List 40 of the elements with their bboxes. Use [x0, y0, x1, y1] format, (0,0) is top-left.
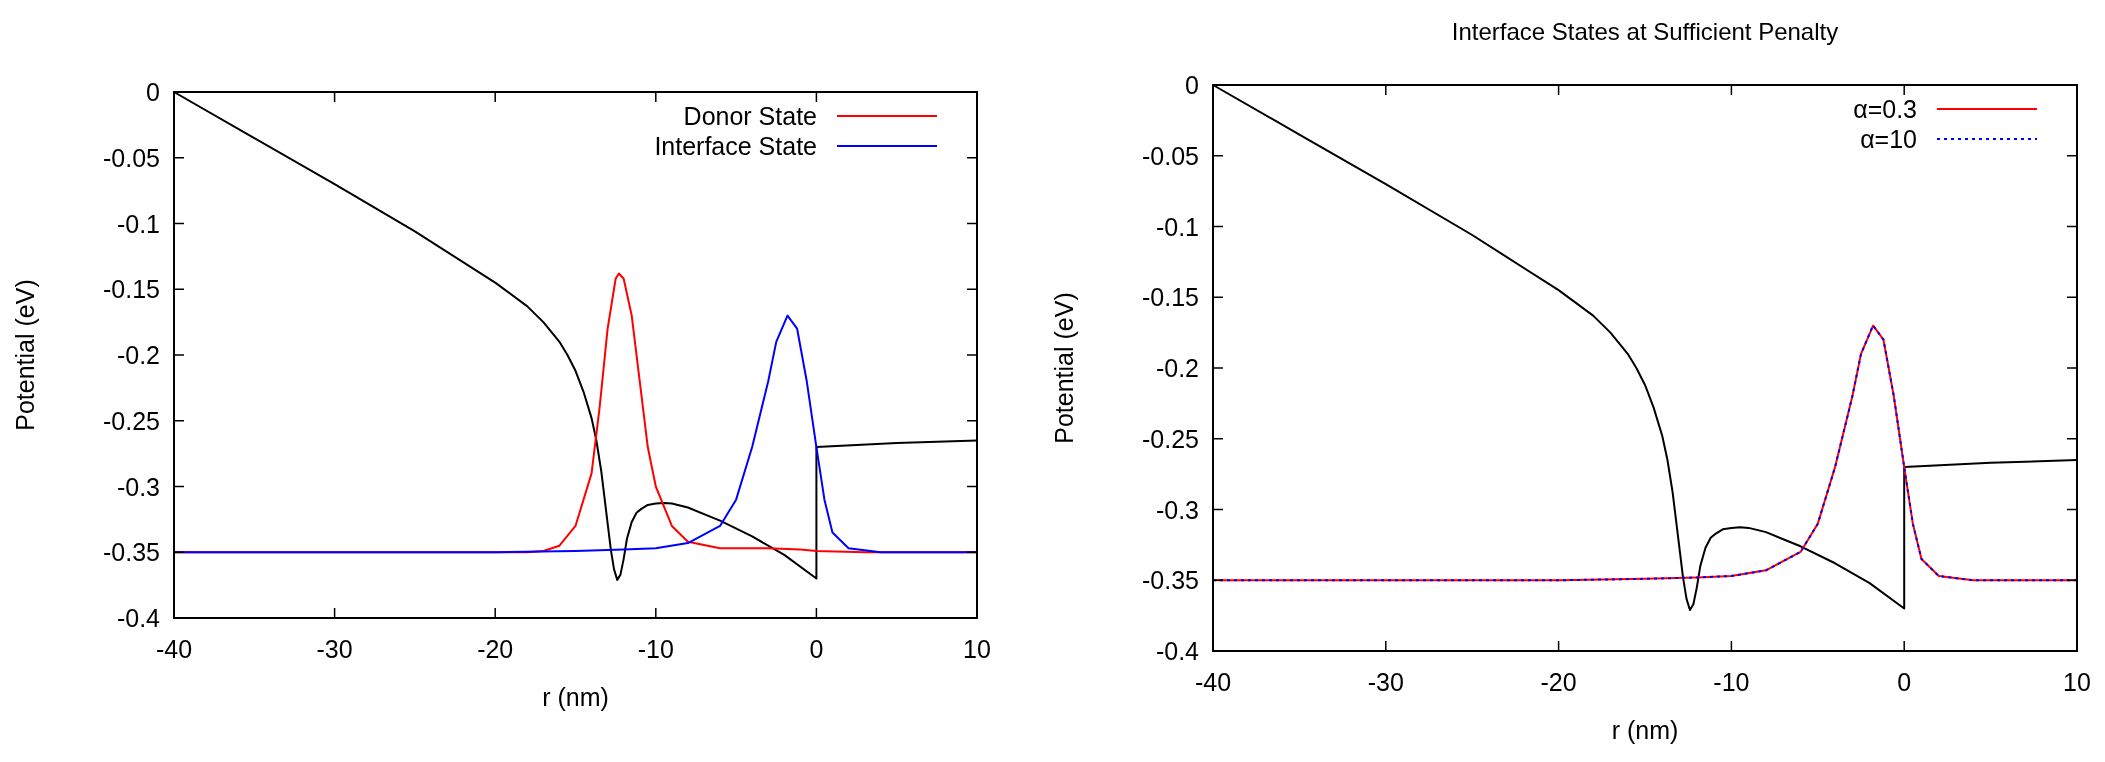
x-tick-label: 0 — [1897, 668, 1912, 696]
y-tick-label: -0.4 — [116, 604, 161, 632]
y-tick-label: 0 — [146, 78, 160, 106]
x-axis-title: r (nm) — [542, 683, 609, 711]
line-series — [1212, 324, 2078, 582]
y-tick-label: -0.1 — [1155, 212, 1199, 241]
y-tick-label: -0.4 — [1155, 637, 1200, 665]
x-tick-label: -30 — [316, 635, 353, 663]
y-tick-label: 0 — [1185, 71, 1199, 99]
y-tick-label: -0.2 — [116, 341, 160, 369]
legend-label: Interface State — [654, 132, 817, 160]
x-tick-label: 10 — [963, 635, 991, 663]
y-tick-label: -0.35 — [1142, 566, 1199, 595]
y-tick-label: -0.35 — [103, 538, 160, 567]
x-tick-label: -10 — [1713, 668, 1750, 696]
legend-label: α=10 — [1860, 125, 1917, 153]
x-tick-label: -20 — [477, 635, 514, 663]
y-tick-label: -0.05 — [103, 143, 160, 172]
chart-title: Interface States at Sufficient Penalty — [1451, 18, 1839, 45]
x-tick-label: 10 — [2063, 668, 2091, 696]
y-tick-label: -0.15 — [103, 275, 160, 304]
y-tick-label: -0.3 — [1155, 495, 1199, 524]
x-axis-title: r (nm) — [1611, 716, 1679, 744]
y-axis-title: Potential (eV) — [1050, 292, 1078, 444]
legend-label: α=0.3 — [1853, 95, 1917, 123]
y-tick-label: -0.3 — [116, 472, 160, 501]
y-tick-label: -0.2 — [1155, 354, 1199, 382]
y-tick-label: -0.15 — [1142, 283, 1199, 312]
legend-label: Donor State — [683, 102, 817, 130]
y-tick-label: -0.25 — [103, 406, 160, 435]
x-tick-label: -20 — [1540, 668, 1577, 696]
y-tick-label: -0.1 — [116, 209, 160, 238]
x-tick-label: 0 — [809, 635, 824, 663]
x-tick-label: -40 — [1194, 668, 1232, 696]
y-tick-label: -0.05 — [1142, 141, 1199, 170]
y-axis-title: Potential (eV) — [11, 279, 39, 431]
x-tick-label: -40 — [155, 635, 193, 663]
y-tick-label: -0.25 — [1142, 424, 1199, 453]
x-tick-label: -30 — [1367, 668, 1404, 696]
x-tick-label: -10 — [637, 635, 674, 663]
